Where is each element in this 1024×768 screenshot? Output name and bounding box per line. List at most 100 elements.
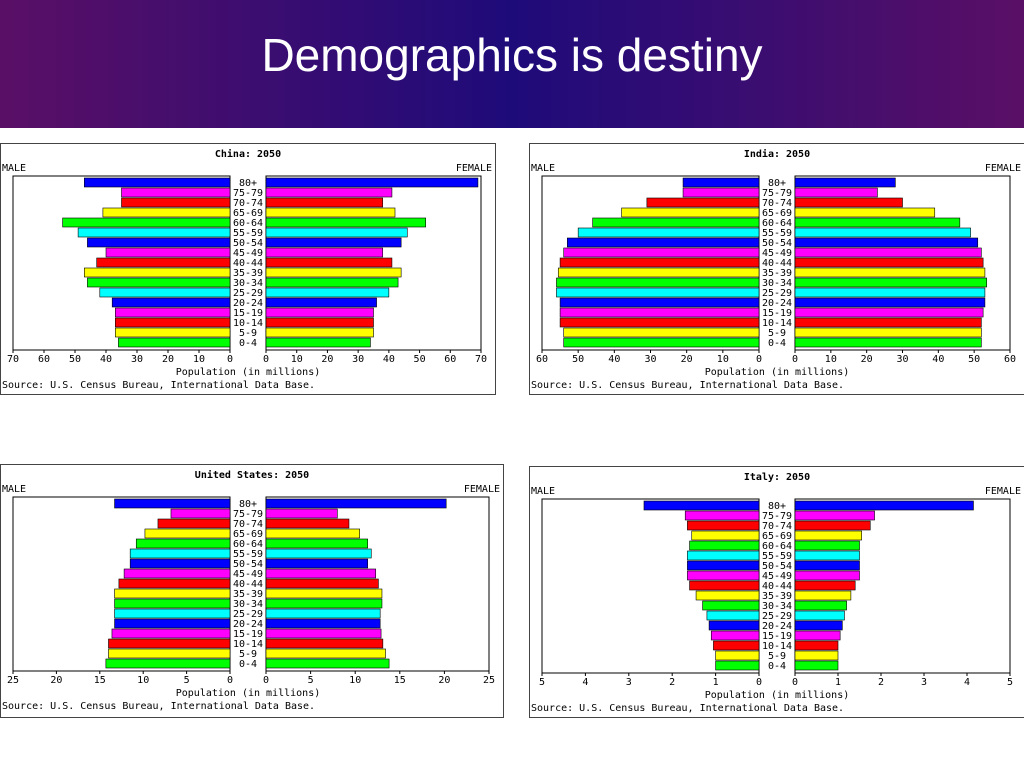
- age-group-label: 5-9: [768, 651, 786, 662]
- female-bar-30-34: [794, 277, 988, 288]
- age-group-label: 70-74: [233, 198, 263, 209]
- age-group-label: 5-9: [239, 328, 257, 339]
- female-bar-45-49: [794, 247, 982, 258]
- male-tick-label: 20: [50, 675, 62, 686]
- female-bar-20-24: [794, 620, 843, 631]
- age-group-label: 80+: [239, 499, 257, 510]
- female-tick-label: 50: [968, 354, 980, 365]
- x-axis-label: Population (in millions): [705, 690, 850, 701]
- female-bar-75-79: [794, 510, 875, 521]
- male-bar-60-64: [62, 217, 231, 228]
- age-group-label: 20-24: [233, 298, 263, 309]
- female-bar-15-19: [794, 307, 984, 318]
- age-group-label: 65-69: [762, 208, 792, 219]
- female-bar-25-29: [794, 610, 845, 621]
- female-bar-30-34: [794, 600, 847, 611]
- female-bar-15-19: [794, 630, 841, 641]
- male-bar-60-64: [592, 217, 760, 228]
- age-group-label: 35-39: [762, 591, 792, 602]
- age-group-label: 10-14: [762, 641, 792, 652]
- female-bar-20-24: [265, 618, 381, 629]
- female-bar-20-24: [265, 297, 377, 308]
- female-tick-label: 40: [383, 354, 395, 365]
- female-bar-55-59: [265, 548, 372, 559]
- male-tick-label: 5: [539, 677, 545, 688]
- female-bar-0-4: [794, 660, 839, 671]
- female-tick-label: 20: [438, 675, 450, 686]
- male-bar-10-14: [108, 638, 231, 649]
- female-bar-0-4: [265, 658, 390, 669]
- age-group-label: 80+: [239, 178, 257, 189]
- age-group-label: 70-74: [233, 519, 263, 530]
- female-tick-label: 25: [483, 675, 495, 686]
- female-tick-label: 40: [932, 354, 944, 365]
- male-label: MALE: [2, 163, 26, 174]
- female-bar-75-79: [265, 508, 338, 519]
- male-bar-5-9: [715, 650, 760, 661]
- age-group-label: 80+: [768, 178, 786, 189]
- male-tick-label: 25: [7, 675, 19, 686]
- male-bar-5-9: [115, 327, 231, 338]
- female-bar-25-29: [265, 608, 381, 619]
- female-bar-5-9: [265, 648, 386, 659]
- male-bar-25-29: [114, 608, 231, 619]
- female-bar-80+: [794, 177, 896, 188]
- female-bar-65-69: [265, 207, 396, 218]
- male-bar-75-79: [170, 508, 231, 519]
- female-bar-50-54: [265, 558, 368, 569]
- male-bar-10-14: [115, 317, 231, 328]
- female-bar-35-39: [265, 588, 383, 599]
- age-group-label: 70-74: [762, 521, 792, 532]
- female-tick-label: 60: [1004, 354, 1016, 365]
- male-bar-70-74: [157, 518, 231, 529]
- female-tick-label: 10: [291, 354, 303, 365]
- male-bar-75-79: [121, 187, 231, 198]
- age-group-label: 50-54: [233, 238, 263, 249]
- female-bar-55-59: [265, 227, 408, 238]
- female-bar-0-4: [794, 337, 982, 348]
- female-bar-50-54: [794, 560, 860, 571]
- age-group-label: 30-34: [233, 278, 263, 289]
- age-group-label: 15-19: [762, 631, 792, 642]
- female-bar-65-69: [794, 207, 936, 218]
- age-group-label: 15-19: [762, 308, 792, 319]
- age-group-label: 60-64: [233, 218, 263, 229]
- age-group-label: 15-19: [233, 308, 263, 319]
- age-group-label: 45-49: [762, 248, 792, 259]
- age-group-label: 40-44: [762, 581, 792, 592]
- male-label: MALE: [531, 486, 555, 497]
- male-bar-75-79: [682, 187, 760, 198]
- female-bar-55-59: [794, 550, 860, 561]
- male-tick-label: 3: [626, 677, 632, 688]
- male-bar-25-29: [99, 287, 231, 298]
- female-bar-10-14: [265, 317, 374, 328]
- female-bar-45-49: [265, 568, 377, 579]
- female-tick-label: 2: [878, 677, 884, 688]
- female-tick-label: 70: [475, 354, 487, 365]
- male-bar-20-24: [559, 297, 760, 308]
- male-bar-55-59: [77, 227, 231, 238]
- age-group-label: 30-34: [762, 601, 792, 612]
- female-tick-label: 1: [835, 677, 841, 688]
- chart-title: China: 2050: [215, 148, 281, 160]
- source-note: Source: U.S. Census Bureau, Internationa…: [2, 701, 315, 712]
- female-tick-label: 60: [444, 354, 456, 365]
- male-bar-15-19: [115, 307, 231, 318]
- female-bar-45-49: [265, 247, 384, 258]
- male-bar-30-34: [114, 598, 231, 609]
- male-bar-10-14: [559, 317, 760, 328]
- source-note: Source: U.S. Census Bureau, Internationa…: [2, 380, 315, 391]
- male-bar-25-29: [706, 610, 760, 621]
- age-group-label: 15-19: [233, 629, 263, 640]
- age-group-label: 65-69: [762, 531, 792, 542]
- male-tick-label: 50: [572, 354, 584, 365]
- female-tick-label: 10: [349, 675, 361, 686]
- female-label: FEMALE: [464, 484, 500, 495]
- female-bar-70-74: [794, 197, 903, 208]
- male-bar-20-24: [114, 618, 231, 629]
- united-states-pyramid-chart: United States: 2050 MALE FEMALE 80+ 75-79 70-…: [0, 464, 504, 718]
- age-group-label: 50-54: [762, 561, 792, 572]
- age-group-label: 5-9: [768, 328, 786, 339]
- male-bar-50-54: [87, 237, 231, 248]
- male-bar-80+: [114, 498, 231, 509]
